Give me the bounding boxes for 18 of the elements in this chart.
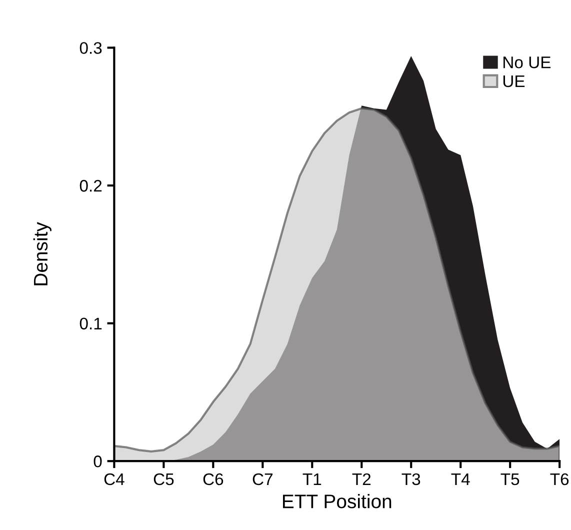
y-tick-label: 0.1: [80, 318, 102, 330]
x-tick-label: C7: [252, 473, 272, 486]
x-tick-label: T3: [402, 473, 420, 486]
x-axis-title: ETT Position: [283, 494, 392, 508]
x-tick-label: T5: [500, 474, 520, 486]
y-tick-label: 0.3: [80, 42, 102, 54]
x-tick-label: C6: [203, 473, 224, 486]
x-tick-label: T2: [352, 473, 371, 485]
x-tick-label: T4: [451, 474, 470, 485]
legend-label: No UE: [504, 56, 551, 68]
x-tick-label: T6: [550, 473, 569, 486]
y-tick-label: 0.2: [80, 180, 102, 192]
x-tick-label: C5: [154, 473, 174, 486]
x-tick-label: C4: [104, 473, 124, 486]
y-axis-title: Density: [33, 222, 52, 286]
x-tick-label: T1: [302, 474, 322, 485]
legend-label: UE: [503, 76, 525, 88]
y-tick-label: 0: [94, 456, 102, 468]
